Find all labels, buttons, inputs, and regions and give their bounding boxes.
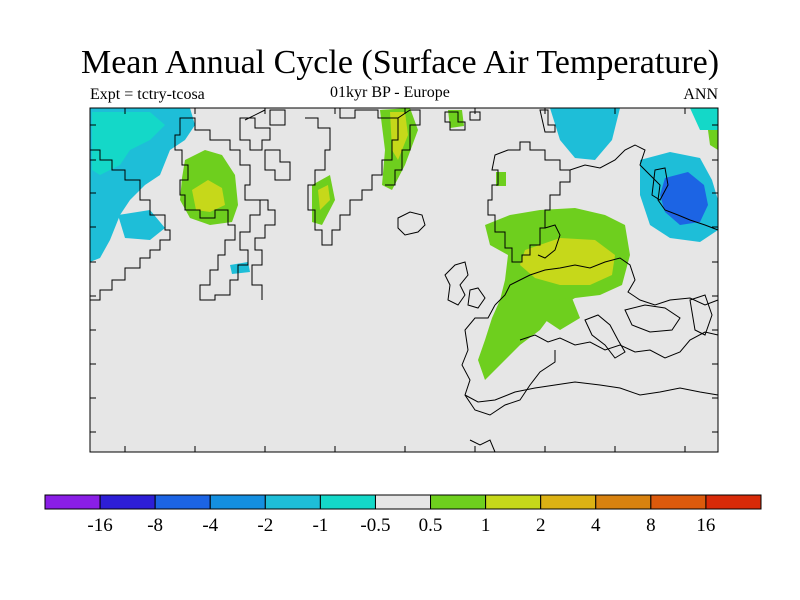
- colorbar-label: -2: [257, 515, 273, 536]
- map-frame: [89, 107, 719, 453]
- map-panel: [89, 107, 719, 453]
- coastline-hudson-bay: [174, 117, 261, 301]
- anomaly-yellow-greenland-1: [318, 185, 330, 210]
- colorbar-label: -0.5: [360, 515, 390, 536]
- anomaly-yellow-hudson: [192, 180, 225, 212]
- coastline-italy: [584, 314, 626, 359]
- colorbar-swatch: [540, 494, 597, 510]
- period-label: 01kyr BP - Europe: [330, 84, 450, 101]
- colorbar-label: 4: [591, 515, 601, 536]
- colorbar-swatch: [44, 494, 101, 510]
- colorbar-swatch: [595, 494, 652, 510]
- map-ticks: [90, 108, 718, 452]
- colorbar-swatch: [154, 494, 211, 510]
- colorbar-label: 2: [536, 515, 546, 536]
- coastline-continental-europe: [494, 257, 719, 306]
- anomaly-teal-northwest: [92, 112, 165, 175]
- map-title: Mean Annual Cycle (Surface Air Temperatu…: [80, 44, 720, 81]
- coastline-canadian-islands: [239, 109, 291, 181]
- coastline-british-isles: [444, 261, 486, 309]
- colorbar-label: -8: [147, 515, 163, 536]
- coastline-black-sea: [624, 304, 681, 333]
- colorbar: -16 -8 -4 -2 -1 -0.5 0.5 1 2 4 8 16: [44, 494, 762, 536]
- colorbar-swatch: [650, 494, 707, 510]
- anomaly-teal-northeast: [690, 108, 718, 130]
- anomaly-yellow-greenland-2: [390, 112, 408, 160]
- colorbar-label: -4: [202, 515, 218, 536]
- anomaly-blue-east: [660, 172, 708, 225]
- colorbar-label: 0.5: [419, 515, 443, 536]
- anomaly-cyan-small-1: [118, 210, 165, 240]
- coastline-north-africa: [464, 381, 719, 403]
- coastline-caspian: [689, 294, 713, 336]
- colorbar-swatch: [209, 494, 266, 510]
- colorbar-swatch: [430, 494, 487, 510]
- anomaly-cyan-northeast: [550, 108, 620, 160]
- coastline-greenland-east: [385, 109, 421, 186]
- coastline-baltic: [537, 224, 561, 259]
- colorbar-swatch: [705, 494, 762, 510]
- colorbar-label: 8: [646, 515, 656, 536]
- coastline-mediterranean: [519, 331, 719, 359]
- coastline-labrador: [251, 199, 276, 300]
- colorbar-label: 16: [696, 515, 715, 536]
- coastline-svalbard-2: [469, 109, 556, 133]
- coastline-africa-west: [469, 439, 496, 453]
- colorbar-swatch: [485, 494, 542, 510]
- colorbar-swatch: [374, 494, 432, 510]
- coastline-iberia: [461, 304, 556, 416]
- anomaly-green-iberia-fringe: [545, 298, 580, 330]
- colorbar-swatch: [99, 494, 156, 510]
- coastline-scandinavia: [487, 141, 571, 263]
- coastlines: [90, 108, 719, 453]
- colorbar-label: -1: [312, 515, 328, 536]
- season-label: ANN: [683, 86, 718, 103]
- coastline-novaya-zemlya: [651, 167, 669, 201]
- colorbar-swatch: [264, 494, 321, 510]
- colorbar-label: 1: [481, 515, 491, 536]
- coastline-iceland: [397, 211, 426, 236]
- experiment-label: Expt = tctry-tcosa: [90, 86, 205, 103]
- anomaly-yellow-europe: [520, 238, 615, 285]
- coastline-svalbard: [444, 111, 466, 131]
- coastline-north-america: [90, 149, 171, 301]
- anomaly-fields: [90, 108, 718, 380]
- colorbar-swatch: [319, 494, 376, 510]
- colorbar-label: -16: [87, 515, 112, 536]
- coastline-russia-north: [569, 144, 719, 231]
- anomaly-green-svalbard: [448, 110, 464, 128]
